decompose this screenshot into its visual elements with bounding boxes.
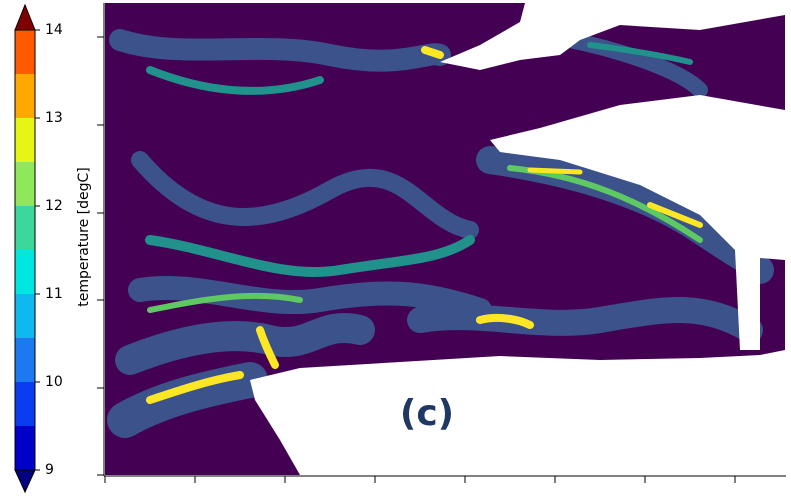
colorbar-band bbox=[15, 206, 35, 250]
colorbar-band bbox=[15, 426, 35, 470]
map: (c) bbox=[97, 3, 786, 483]
colorbar-label: temperature [degC] bbox=[76, 167, 92, 307]
colorbar-tick-label: 10 bbox=[45, 374, 63, 390]
colorbar-band bbox=[15, 338, 35, 382]
colorbar-tick-label: 11 bbox=[45, 286, 63, 302]
colorbar-band bbox=[15, 382, 35, 426]
colorbar-tick-label: 9 bbox=[45, 462, 54, 478]
panel-label: (c) bbox=[400, 393, 454, 434]
colorbar-band bbox=[15, 162, 35, 206]
colorbar-band bbox=[15, 250, 35, 294]
map-axes bbox=[97, 3, 786, 483]
colorbar-extend-low bbox=[14, 469, 36, 494]
colorbar-tick-label: 13 bbox=[45, 110, 63, 126]
colorbar-band bbox=[15, 294, 35, 338]
colorbar-tick-label: 12 bbox=[45, 198, 63, 214]
colorbar-frame bbox=[14, 29, 36, 471]
colorbar-band bbox=[15, 30, 35, 74]
colorbar-band bbox=[15, 74, 35, 118]
colorbar-extend-high bbox=[14, 3, 36, 31]
temperature-contours bbox=[107, 29, 774, 438]
land bbox=[250, 3, 785, 475]
colorbar-tick-label: 14 bbox=[45, 22, 63, 38]
colorbar-band bbox=[15, 118, 35, 162]
